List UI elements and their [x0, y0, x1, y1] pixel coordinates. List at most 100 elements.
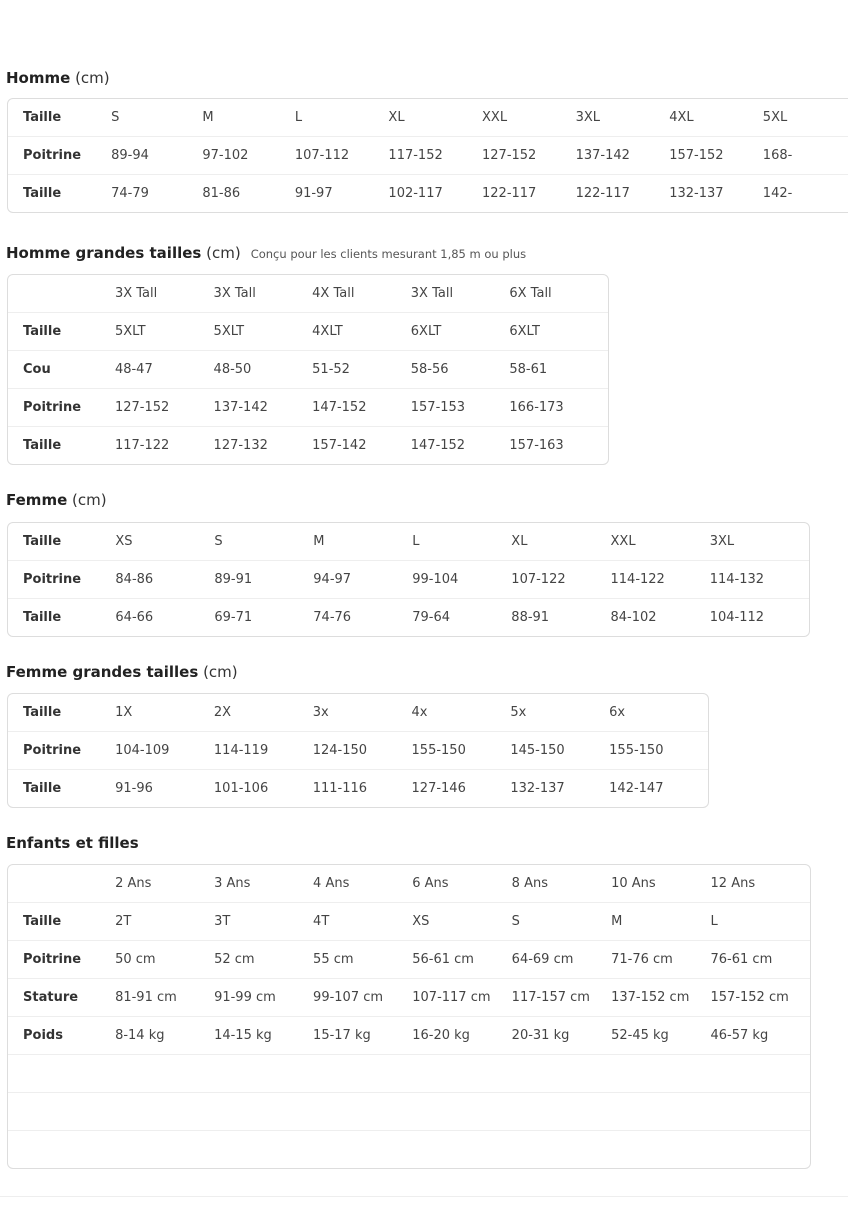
row-label: Taille [8, 902, 116, 941]
faded-cell [710, 1054, 810, 1093]
cell: 5XLT [213, 312, 313, 351]
cell: 6x [609, 694, 708, 732]
corner-cell [8, 865, 116, 903]
section-title: Enfants et filles [6, 834, 139, 852]
table-row: Taille 2T 3T 4T XS S M L [8, 902, 810, 941]
cell: 145-150 [510, 731, 610, 770]
section-heading: Homme grandes tailles (cm) Conçu pour les… [6, 244, 526, 262]
faded-cell [8, 1092, 116, 1131]
cell: 166-173 [509, 388, 608, 427]
section-unit: (cm) [206, 244, 241, 262]
section-heading: Femme grandes tailles (cm) [6, 663, 238, 681]
cell: 101-106 [213, 781, 269, 796]
table-row: Poitrine 89-94 97-102 107-112 117-152 127-152… [8, 136, 848, 175]
cell: 48-50 [213, 350, 313, 389]
cell: 81-86 [202, 186, 241, 201]
column-header: 6 Ans [412, 865, 512, 903]
faded-cell [115, 1054, 215, 1093]
cell: 168- [762, 136, 848, 175]
row-label: Poitrine [8, 136, 112, 175]
cell: 122-117 [482, 186, 537, 201]
faded-cell [115, 1092, 215, 1131]
column-header: 3X Tall [410, 275, 510, 313]
column-header: 2 Ans [115, 865, 215, 903]
row-label: Poitrine [8, 388, 115, 427]
cell: 117-152 [388, 136, 483, 175]
cell: 56-61 cm [412, 940, 512, 979]
column-header: 10 Ans [611, 865, 711, 903]
cell: 107-117 cm [412, 978, 512, 1017]
table-row: Cou 48-47 48-50 51-52 58-56 58-61 [8, 350, 608, 389]
cell: 94-97 [313, 560, 413, 599]
faded-cell [711, 1131, 810, 1169]
cell: 4T [313, 902, 413, 941]
faded-cell [611, 1092, 711, 1131]
cell: 1X [115, 694, 214, 732]
cell: 97-102 [202, 136, 295, 175]
row-label: Taille [23, 781, 62, 796]
faded-cell [8, 1054, 116, 1093]
table-row: Taille 91-96 101-106 111-116 127-146 132-137 1… [8, 770, 708, 808]
cell: XL [511, 523, 611, 561]
header-row: 3X Tall 3X Tall 4X Tall 3X Tall 6X Tall [8, 275, 608, 313]
section-heading: Femme (cm) [6, 491, 107, 509]
table-row: Taille XS S M L XL XXL 3XL [8, 523, 809, 561]
table-row: Taille 5XLT 5XLT 4XLT 6XLT 6XLT [8, 312, 608, 351]
cell: L [710, 902, 810, 941]
faded-cell [313, 1054, 413, 1093]
faded-cell [214, 1054, 314, 1093]
table-row: Poitrine 50 cm 52 cm 55 cm 56-61 cm 64-69 cm 7… [8, 940, 810, 979]
cell: 114-119 [213, 731, 313, 770]
faded-cell [611, 1131, 710, 1169]
table-row: Taille 64-66 69-71 74-76 79-64 88-91 84-102 104… [8, 599, 809, 637]
cell: 2T [115, 902, 215, 941]
row-label: Taille [23, 186, 62, 201]
cell: 81-91 cm [115, 978, 215, 1017]
cell: 142-147 [609, 781, 664, 796]
cell: 8-14 kg [115, 1016, 215, 1055]
faded-cell [511, 1092, 612, 1131]
cell: 127-146 [411, 781, 466, 796]
row-label: Taille [8, 523, 116, 561]
table: Taille 1X 2X 3x 4x 5x 6x Poitrine 104-109 114-119… [8, 694, 708, 807]
cell: 2X [213, 694, 313, 732]
column-header: 8 Ans [511, 865, 612, 903]
table-row: Poitrine 127-152 137-142 147-152 157-153 166-… [8, 388, 608, 427]
cell: 89-91 [214, 560, 314, 599]
section-note: Conçu pour les clients mesurant 1,85 m o… [250, 247, 527, 261]
cell: 114-132 [709, 560, 809, 599]
row-label: Cou [8, 350, 115, 389]
faded-cell [115, 1131, 214, 1169]
row-label: Poids [8, 1016, 116, 1055]
cell: 157-142 [312, 438, 367, 453]
size-table: 2 Ans 3 Ans 4 Ans 6 Ans 8 Ans 10 Ans 12 Ans Tai… [7, 864, 811, 1169]
table: 2 Ans 3 Ans 4 Ans 6 Ans 8 Ans 10 Ans 12 Ans Tai… [8, 865, 810, 1168]
row-label: Poitrine [8, 940, 116, 979]
cell: 3x [312, 694, 412, 732]
section-title: Femme [6, 491, 68, 509]
faded-row [8, 1131, 810, 1169]
faded-cell [313, 1131, 412, 1169]
section-unit: (cm) [203, 663, 238, 681]
section-unit: (cm) [75, 69, 110, 87]
cell: 122-117 [575, 186, 630, 201]
cell: 104-112 [709, 610, 765, 625]
cell: 48-47 [114, 350, 214, 389]
table-row: Poitrine 104-109 114-119 124-150 155-150 145-… [8, 731, 708, 770]
section-title: Femme grandes tailles [6, 663, 199, 681]
row-label: Taille [23, 438, 62, 453]
cell: S [214, 523, 314, 561]
cell: M [611, 902, 711, 941]
column-header: 6X Tall [509, 275, 608, 313]
faded-cell [412, 1054, 512, 1093]
table-row: Taille S M L XL XXL 3XL 4XL 5XL [8, 99, 848, 137]
cell: 52-45 kg [611, 1016, 711, 1055]
cell: 58-61 [509, 350, 608, 389]
cell: 102-117 [388, 186, 443, 201]
faded-cell [512, 1131, 611, 1169]
row-label: Taille [8, 694, 116, 732]
cell: L [412, 523, 512, 561]
faded-cell [611, 1054, 711, 1093]
